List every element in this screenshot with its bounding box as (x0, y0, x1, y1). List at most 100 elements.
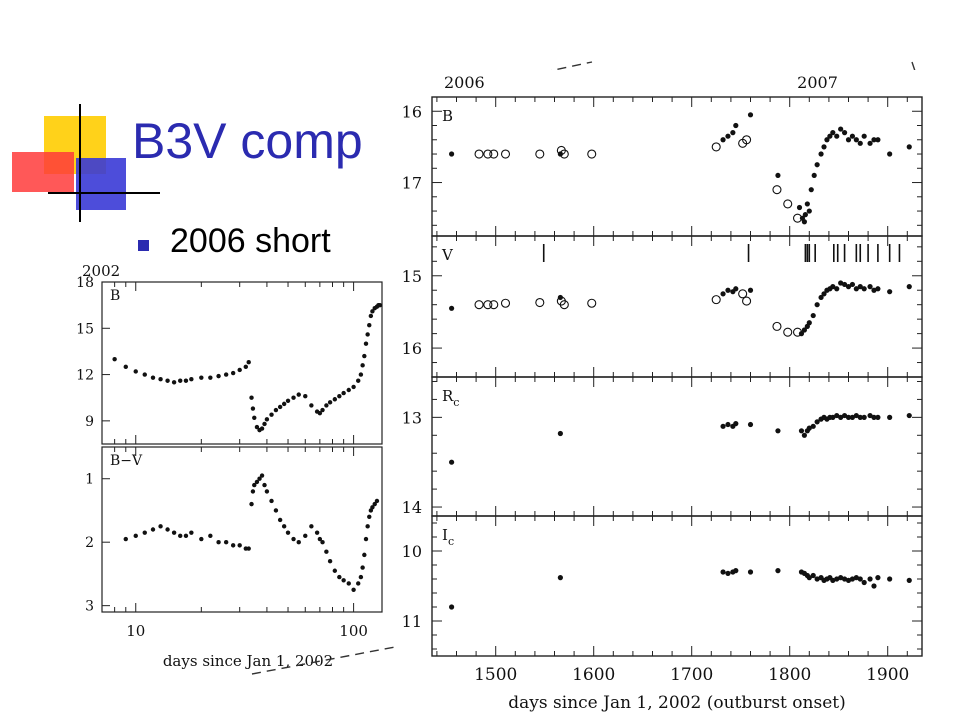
data-point (861, 133, 867, 139)
data-point (377, 302, 383, 308)
year-label-2002: 2002 (82, 262, 120, 280)
data-point (327, 400, 333, 405)
data-point (857, 284, 863, 290)
data-point (370, 505, 375, 510)
data-point (720, 291, 726, 297)
data-point (814, 576, 820, 582)
data-point (165, 378, 170, 383)
data-point (264, 417, 270, 422)
data-point (834, 133, 840, 139)
data-point (189, 530, 194, 535)
data-point (806, 575, 812, 581)
data-point (814, 419, 820, 425)
data-point (806, 320, 812, 326)
data-point (171, 530, 177, 535)
data-point (189, 377, 194, 382)
data-point (133, 369, 138, 374)
data-point (230, 370, 236, 376)
data-point (887, 414, 893, 420)
data-point (838, 280, 844, 286)
data-point (358, 372, 364, 377)
data-point (810, 572, 816, 579)
data-point (725, 133, 731, 139)
data-point-open (483, 149, 493, 159)
data-point (362, 353, 367, 359)
data-point (830, 130, 836, 136)
y-tick-label: 9 (85, 414, 94, 430)
data-point (246, 360, 251, 365)
data-point (259, 426, 265, 431)
data-point (273, 407, 279, 413)
data-point (133, 533, 138, 539)
data-point (250, 489, 256, 494)
data-point (853, 412, 859, 419)
data-point (845, 284, 852, 290)
data-point (733, 568, 739, 574)
data-point (158, 377, 163, 382)
data-point (867, 140, 873, 146)
data-point (449, 459, 455, 465)
y-tick-label: 12 (76, 368, 94, 384)
data-point-open (535, 149, 545, 159)
data-point (363, 341, 369, 346)
data-point (814, 302, 820, 308)
year-label-2006: 2006 (444, 73, 485, 92)
data-point-open (535, 297, 545, 308)
data-point (269, 498, 274, 504)
data-point-open (783, 199, 793, 209)
y-tick-label: 3 (85, 599, 94, 615)
data-point-open (711, 142, 721, 152)
data-point (887, 576, 893, 582)
y-tick-label: 16 (402, 339, 422, 358)
data-point (810, 312, 816, 319)
x-tick-label: 1800 (768, 665, 811, 685)
data-point (246, 546, 251, 551)
data-point (802, 212, 808, 218)
data-point (208, 375, 213, 380)
data-point (262, 482, 267, 488)
data-point (362, 552, 367, 558)
data-point (341, 390, 346, 396)
panel-label-subscript: c (448, 535, 454, 548)
data-point (324, 549, 329, 554)
y-tick-label: 15 (402, 267, 422, 286)
data-point (867, 576, 873, 582)
data-point (827, 133, 833, 139)
data-point-open (772, 185, 782, 195)
data-point (798, 428, 805, 434)
data-point (360, 565, 365, 570)
data-point (277, 517, 283, 523)
panel-label: B (442, 107, 453, 125)
data-point (838, 414, 844, 420)
data-point (356, 581, 361, 586)
data-point (830, 577, 836, 584)
data-point (249, 501, 254, 507)
data-point-open (500, 149, 511, 159)
data-point (291, 536, 296, 542)
bullet-text: 2006 short (170, 222, 331, 260)
data-point (309, 524, 314, 529)
data-point (356, 378, 361, 383)
data-point (199, 375, 204, 380)
data-point (123, 536, 128, 542)
data-point (845, 577, 852, 584)
data-point (871, 287, 877, 293)
data-point (314, 530, 320, 535)
y-tick-label: 18 (76, 275, 94, 291)
data-point (303, 393, 308, 399)
data-point (183, 533, 189, 539)
data-point (796, 204, 803, 211)
data-point (841, 412, 848, 419)
data-point (285, 530, 291, 535)
slide-title: B3V comp (132, 113, 363, 169)
data-point (853, 286, 859, 292)
data-point (853, 137, 859, 143)
data-point (725, 287, 731, 293)
data-point (142, 530, 147, 535)
right-figure-background (396, 70, 926, 720)
data-point (861, 579, 867, 586)
data-point (857, 414, 863, 420)
data-point (254, 424, 260, 430)
data-point (834, 286, 840, 292)
data-point (720, 569, 726, 575)
